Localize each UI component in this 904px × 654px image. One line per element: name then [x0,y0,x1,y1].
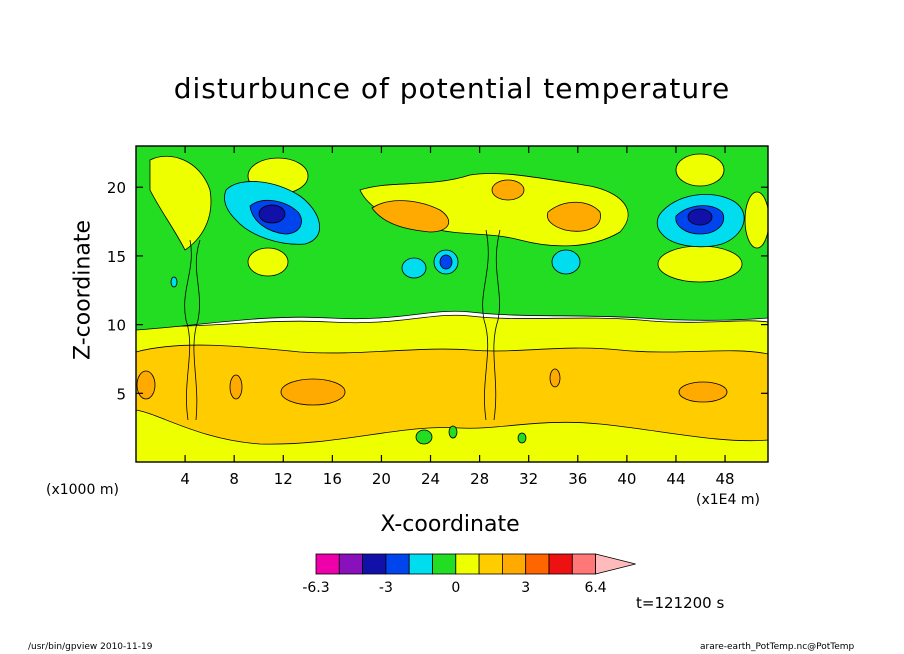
x-tick-label: 28 [470,470,489,488]
colorbar: -6.3 -3 0 3 6.4 [302,553,636,596]
colorbar-label: 6.4 [584,580,606,596]
upper-orange-right [546,201,601,232]
colorbar-swatch [338,553,363,575]
upper-yellow-small4 [675,153,725,187]
colorbar-swatch [525,553,550,575]
x-tick-label: 24 [421,470,440,488]
x-tick-label: 48 [716,470,735,488]
blob-orange-edge [136,370,156,400]
time-label: t=121200 s [636,594,725,612]
colorbar-label: -6.3 [302,580,329,596]
blob-orange-right [678,381,728,403]
x-tick-label: 12 [274,470,293,488]
neg-cyan-small [170,276,178,288]
colorbar-swatch [408,553,433,575]
x-tick-label: 8 [229,470,239,488]
colorbar-label: 3 [521,580,530,596]
x-tick-label: 36 [568,470,587,488]
colorbar-swatch [478,553,503,575]
x-tick-label: 32 [519,470,538,488]
footer-program: /usr/bin/gpview 2010-11-19 [28,642,153,652]
blob-green-1 [415,429,433,445]
upper-orange-top [491,179,525,201]
x-tick-label: 20 [372,470,391,488]
colorbar-swatch [548,553,573,575]
colorbar-swatch [385,553,410,575]
x-tick-label: 4 [180,470,190,488]
neg-blue-center [439,254,453,270]
x-tick-label: 44 [666,470,685,488]
y-tick-label: 10 [107,317,126,335]
neg-navy-left [258,204,286,224]
upper-yellow-left [149,155,212,251]
y-tick-label: 15 [107,248,126,266]
colorbar-swatch [315,553,340,575]
colorbar-label: -3 [379,580,393,596]
x-scale-label: (x1E4 m) [696,492,760,508]
plot-frame [135,145,769,463]
neg-navy-right [687,208,713,226]
neg-cyan-center3 [551,249,581,275]
blob-orange-small2 [549,368,561,388]
blob-orange-left [280,378,346,406]
plume-left [184,239,201,421]
x-tick-label: 40 [617,470,636,488]
plot-area [136,146,768,462]
footer-dataset: arare-earth_PotTemp.nc@PotTemp [700,642,855,652]
plume-center [482,229,501,421]
blob-orange-small1 [229,374,243,400]
colorbar-arrow [595,553,636,575]
x-tick-label: 16 [323,470,342,488]
x-ticks: 4 8 12 16 20 24 28 32 36 40 44 48 [180,146,735,488]
chart-title: disturbunce of potential temperature [173,72,731,105]
upper-yellow-small3 [657,245,743,283]
colorbar-swatch [362,553,387,575]
colorbar-swatch [455,553,480,575]
y-tick-label: 5 [116,385,126,403]
colorbar-swatch [501,553,527,575]
y-tick-label: 20 [107,179,126,197]
band-gold [136,344,768,445]
colorbar-swatch [432,553,457,575]
y-ticks: 5 10 15 20 [107,179,768,403]
colorbar-label: 0 [451,580,460,596]
colorbar-swatch [571,553,596,575]
x-axis-label: X-coordinate [380,512,520,537]
upper-yellow-small5 [744,191,768,249]
blob-green-3 [517,432,527,444]
blob-green-2 [448,425,458,439]
upper-orange-left [371,200,450,233]
z-scale-label: (x1000 m) [46,482,119,498]
neg-cyan-center1 [401,257,427,279]
upper-yellow-small2 [247,247,289,277]
